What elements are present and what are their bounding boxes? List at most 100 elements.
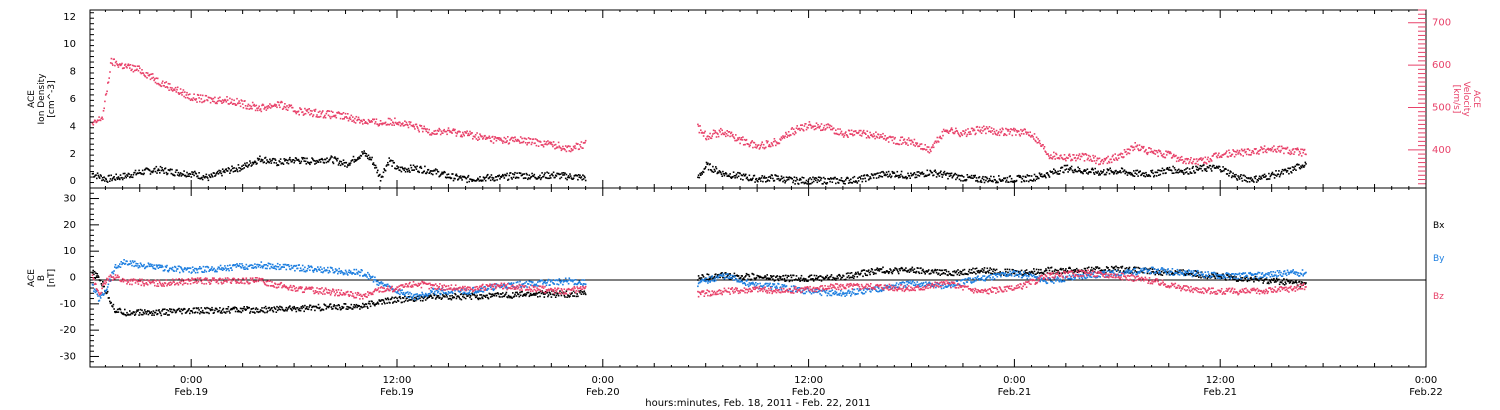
series-point bbox=[1053, 168, 1055, 170]
series-point bbox=[261, 159, 264, 161]
series-point bbox=[947, 131, 949, 133]
series-point bbox=[892, 136, 894, 138]
series-point bbox=[352, 155, 355, 158]
series-point bbox=[274, 159, 277, 161]
series-point bbox=[253, 161, 255, 164]
series-point bbox=[918, 145, 921, 147]
series-point bbox=[319, 161, 322, 163]
bx-point bbox=[795, 275, 798, 277]
bx-point bbox=[1198, 276, 1200, 278]
series-point bbox=[362, 123, 364, 125]
by-point bbox=[221, 269, 224, 271]
series-point bbox=[803, 125, 806, 127]
series-point bbox=[425, 172, 428, 175]
series-point bbox=[321, 111, 323, 114]
series-point bbox=[554, 176, 556, 179]
bx-point bbox=[1305, 282, 1307, 284]
series-point bbox=[848, 129, 851, 132]
series-point bbox=[307, 111, 310, 114]
bx-point bbox=[335, 307, 338, 310]
series-point bbox=[732, 133, 734, 136]
series-point bbox=[1271, 171, 1274, 174]
bx-point bbox=[1005, 270, 1007, 273]
bx-point bbox=[363, 304, 365, 306]
series-point bbox=[173, 88, 175, 90]
bx-point bbox=[532, 292, 535, 295]
bx-point bbox=[112, 303, 115, 306]
series-point bbox=[896, 170, 899, 173]
series-point bbox=[861, 132, 864, 135]
series-point bbox=[256, 109, 259, 112]
series-point bbox=[1130, 172, 1133, 175]
series-point bbox=[462, 131, 464, 134]
series-point bbox=[712, 133, 714, 135]
series-point bbox=[404, 120, 406, 122]
series-point bbox=[273, 161, 275, 164]
series-point bbox=[322, 116, 325, 119]
bx-point bbox=[1183, 273, 1186, 275]
bx-point bbox=[149, 312, 152, 314]
bx-point bbox=[1095, 266, 1097, 268]
series-point bbox=[746, 176, 748, 179]
bx-point bbox=[863, 269, 866, 271]
series-point bbox=[184, 174, 187, 177]
series-point bbox=[188, 175, 190, 177]
series-point bbox=[760, 144, 762, 147]
series-point bbox=[881, 176, 884, 178]
series-point bbox=[704, 130, 706, 133]
series-point bbox=[546, 143, 548, 146]
bx-point bbox=[877, 269, 879, 272]
series-point bbox=[1112, 171, 1114, 173]
bx-point bbox=[912, 271, 915, 273]
series-point bbox=[929, 148, 931, 151]
series-point bbox=[955, 127, 957, 130]
bx-point bbox=[527, 291, 530, 294]
series-point bbox=[512, 139, 514, 142]
series-point bbox=[806, 183, 808, 185]
bx-point bbox=[169, 308, 171, 310]
series-point bbox=[547, 140, 549, 142]
series-point bbox=[1236, 179, 1239, 181]
bx-point bbox=[1116, 266, 1119, 269]
series-point bbox=[1190, 172, 1193, 174]
series-point bbox=[512, 137, 515, 139]
series-point bbox=[906, 177, 909, 179]
by-point bbox=[234, 264, 237, 266]
series-point bbox=[313, 160, 315, 162]
series-point bbox=[374, 122, 376, 125]
series-point bbox=[159, 83, 161, 86]
series-point bbox=[705, 161, 708, 164]
series-point bbox=[271, 159, 273, 162]
series-point bbox=[281, 162, 284, 164]
bx-point bbox=[120, 311, 122, 314]
series-point bbox=[423, 170, 425, 172]
series-point bbox=[546, 171, 548, 174]
series-point bbox=[1195, 158, 1198, 160]
y-tick-label: 0 bbox=[70, 176, 76, 187]
bx-point bbox=[114, 311, 117, 314]
series-point bbox=[1113, 172, 1116, 174]
bx-point bbox=[790, 274, 792, 277]
series-point bbox=[269, 160, 272, 162]
series-point bbox=[213, 172, 215, 174]
series-point bbox=[898, 143, 901, 146]
series-point bbox=[268, 161, 270, 164]
series-point bbox=[1030, 175, 1033, 177]
series-point bbox=[1085, 153, 1087, 155]
series-point bbox=[697, 176, 699, 179]
series-point bbox=[375, 118, 378, 120]
series-point bbox=[491, 176, 493, 179]
by-point bbox=[201, 271, 204, 273]
bx-point bbox=[484, 296, 487, 298]
series-point bbox=[115, 60, 118, 63]
bx-point bbox=[150, 311, 153, 313]
series-point bbox=[842, 133, 844, 135]
series-point bbox=[752, 146, 754, 149]
series-point bbox=[817, 176, 820, 178]
series-point bbox=[1080, 171, 1082, 174]
series-point bbox=[1180, 159, 1182, 161]
series-point bbox=[935, 171, 937, 174]
by-point bbox=[243, 268, 245, 270]
by-point bbox=[123, 259, 125, 261]
series-point bbox=[1058, 157, 1060, 159]
